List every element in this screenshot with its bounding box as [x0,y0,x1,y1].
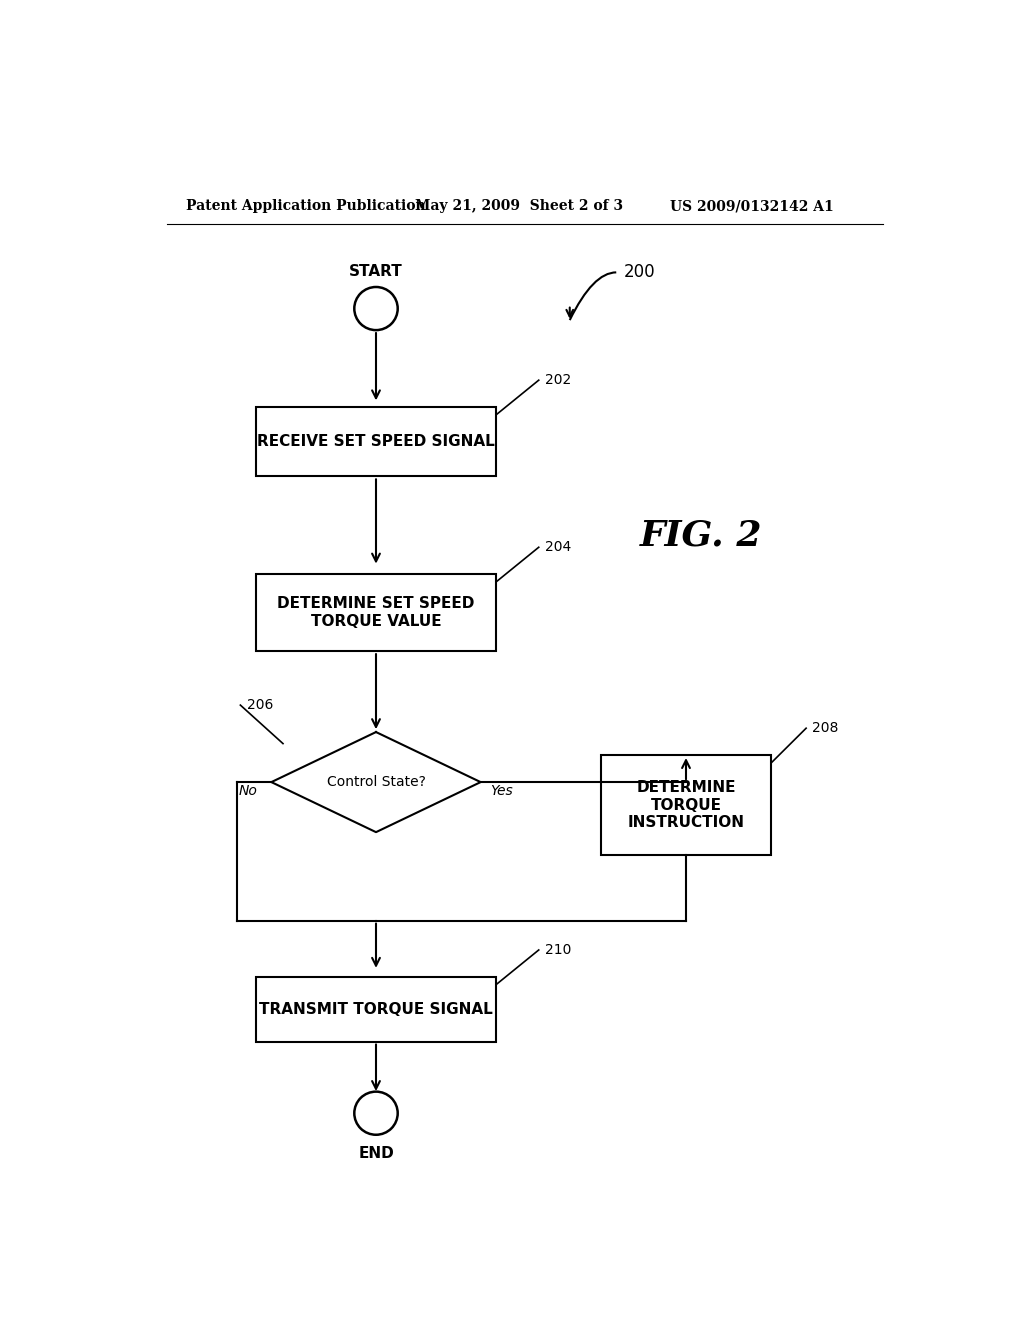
Text: START: START [349,264,402,280]
Bar [601,755,771,855]
Text: DETERMINE SET SPEED
TORQUE VALUE: DETERMINE SET SPEED TORQUE VALUE [278,597,475,628]
Text: DETERMINE
TORQUE
INSTRUCTION: DETERMINE TORQUE INSTRUCTION [628,780,744,830]
Text: 208: 208 [812,721,839,735]
Text: US 2009/0132142 A1: US 2009/0132142 A1 [671,199,835,213]
Text: 204: 204 [545,540,571,554]
Bar [256,407,496,477]
Text: 200: 200 [624,264,655,281]
Text: No: No [239,784,257,799]
Bar [256,574,496,651]
Bar [256,977,496,1041]
Text: 202: 202 [545,374,571,387]
Text: Yes: Yes [489,784,513,799]
Text: 206: 206 [247,698,273,711]
Text: TRANSMIT TORQUE SIGNAL: TRANSMIT TORQUE SIGNAL [259,1002,493,1016]
Text: May 21, 2009  Sheet 2 of 3: May 21, 2009 Sheet 2 of 3 [415,199,623,213]
Text: Patent Application Publication: Patent Application Publication [186,199,426,213]
Text: FIG. 2: FIG. 2 [640,519,762,553]
Polygon shape [271,733,480,832]
Text: RECEIVE SET SPEED SIGNAL: RECEIVE SET SPEED SIGNAL [257,434,495,449]
Text: Control State?: Control State? [327,775,425,789]
Text: 210: 210 [545,942,571,957]
Text: END: END [358,1146,394,1160]
